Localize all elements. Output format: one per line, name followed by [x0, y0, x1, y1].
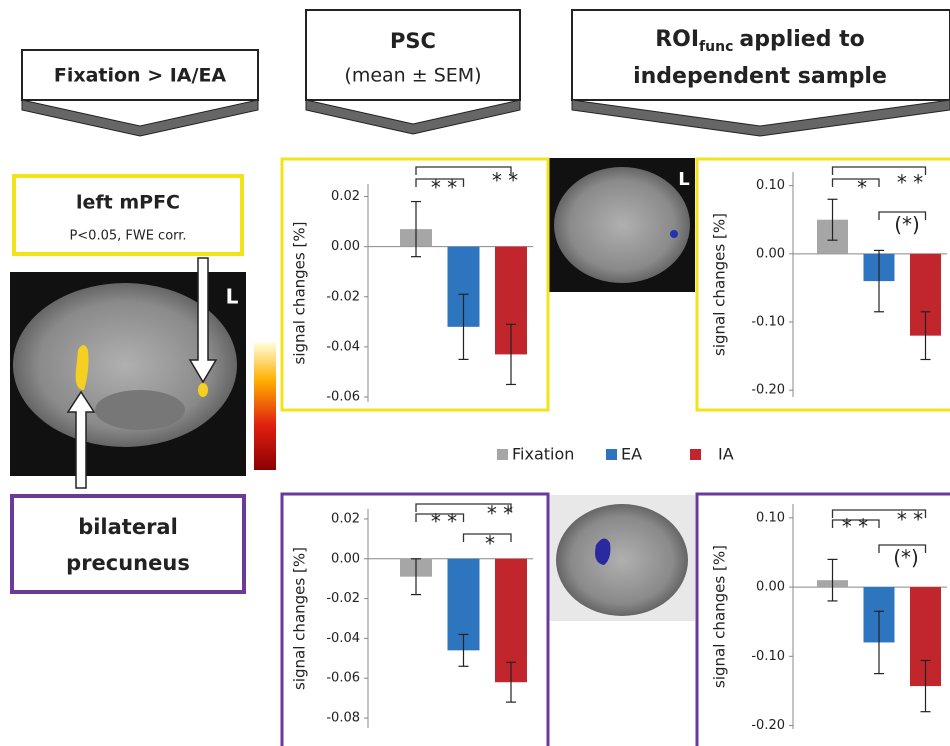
- brain: [556, 504, 688, 616]
- legend-swatch: [497, 449, 508, 460]
- header-text: (mean ± SEM): [344, 65, 481, 87]
- header-chevron: [572, 100, 950, 136]
- header-text: ROI: [655, 27, 699, 52]
- y-tick-label: 0.02: [331, 511, 360, 526]
- brain: [95, 390, 185, 430]
- significance-label: * *: [492, 169, 518, 193]
- header-chevron: [306, 100, 520, 134]
- region-name: bilateral: [78, 515, 178, 539]
- y-tick-label: -0.20: [751, 383, 785, 398]
- y-axis-label: signal changes [%]: [291, 547, 309, 690]
- significance-label: * *: [842, 515, 868, 539]
- legend-label: EA: [621, 445, 642, 464]
- region-box: [12, 496, 244, 592]
- legend-swatch: [606, 449, 617, 460]
- region-note: P<0.05, FWE corr.: [69, 229, 186, 244]
- y-tick-label: -0.06: [326, 389, 360, 404]
- significance-label: * *: [897, 171, 923, 195]
- header-subscript: func: [699, 39, 733, 55]
- y-axis-label: signal changes [%]: [711, 545, 729, 688]
- hemisphere-label: L: [678, 169, 689, 190]
- header-text: PSC: [390, 29, 436, 53]
- significance-label: * *: [431, 510, 457, 534]
- y-tick-label: -0.02: [326, 289, 360, 304]
- significance-bracket: [833, 179, 880, 187]
- figure: Fixation > IA/EA PSC (mean ± SEM) ROIfun…: [0, 0, 950, 746]
- y-tick-label: -0.06: [326, 671, 360, 686]
- brain: [554, 167, 690, 283]
- y-axis-label: signal changes [%]: [291, 222, 309, 365]
- hemisphere-label: L: [226, 285, 239, 309]
- y-tick-label: 0.10: [756, 178, 785, 193]
- significance-label: * *: [487, 502, 513, 526]
- y-tick-label: 0.00: [331, 551, 360, 566]
- y-axis-label: signal changes [%]: [711, 213, 729, 356]
- y-tick-label: 0.00: [756, 246, 785, 261]
- region-name: left mPFC: [76, 192, 180, 214]
- y-tick-label: 0.00: [756, 580, 785, 595]
- y-tick-label: -0.02: [326, 591, 360, 606]
- y-tick-label: -0.10: [751, 649, 785, 664]
- significance-label: (*): [893, 546, 919, 570]
- legend-label: IA: [718, 445, 734, 464]
- significance-label: (*): [894, 213, 920, 237]
- significance-label: *: [485, 532, 495, 556]
- y-tick-label: 0.00: [331, 239, 360, 254]
- significance-label: * *: [431, 176, 457, 200]
- y-tick-label: -0.04: [326, 339, 360, 354]
- header-text: applied to: [739, 27, 864, 52]
- region-name: precuneus: [66, 551, 190, 575]
- y-tick-label: -0.04: [326, 631, 360, 646]
- roi: [670, 230, 678, 238]
- header-text: Fixation > IA/EA: [54, 65, 227, 87]
- header-text: independent sample: [633, 64, 887, 89]
- significance-label: * *: [897, 508, 923, 532]
- legend-swatch: [690, 449, 701, 460]
- legend-label: Fixation: [512, 445, 574, 464]
- y-tick-label: -0.20: [751, 718, 785, 733]
- significance-label: *: [857, 176, 867, 200]
- header-text: ROIfunc applied to: [655, 27, 865, 55]
- header-box: [306, 10, 520, 100]
- y-tick-label: -0.10: [751, 315, 785, 330]
- activation: [198, 383, 208, 397]
- header-chevron: [22, 100, 258, 136]
- colorbar: [254, 342, 276, 470]
- y-tick-label: -0.08: [326, 711, 360, 726]
- y-tick-label: 0.10: [756, 510, 785, 525]
- y-tick-label: 0.02: [331, 189, 360, 204]
